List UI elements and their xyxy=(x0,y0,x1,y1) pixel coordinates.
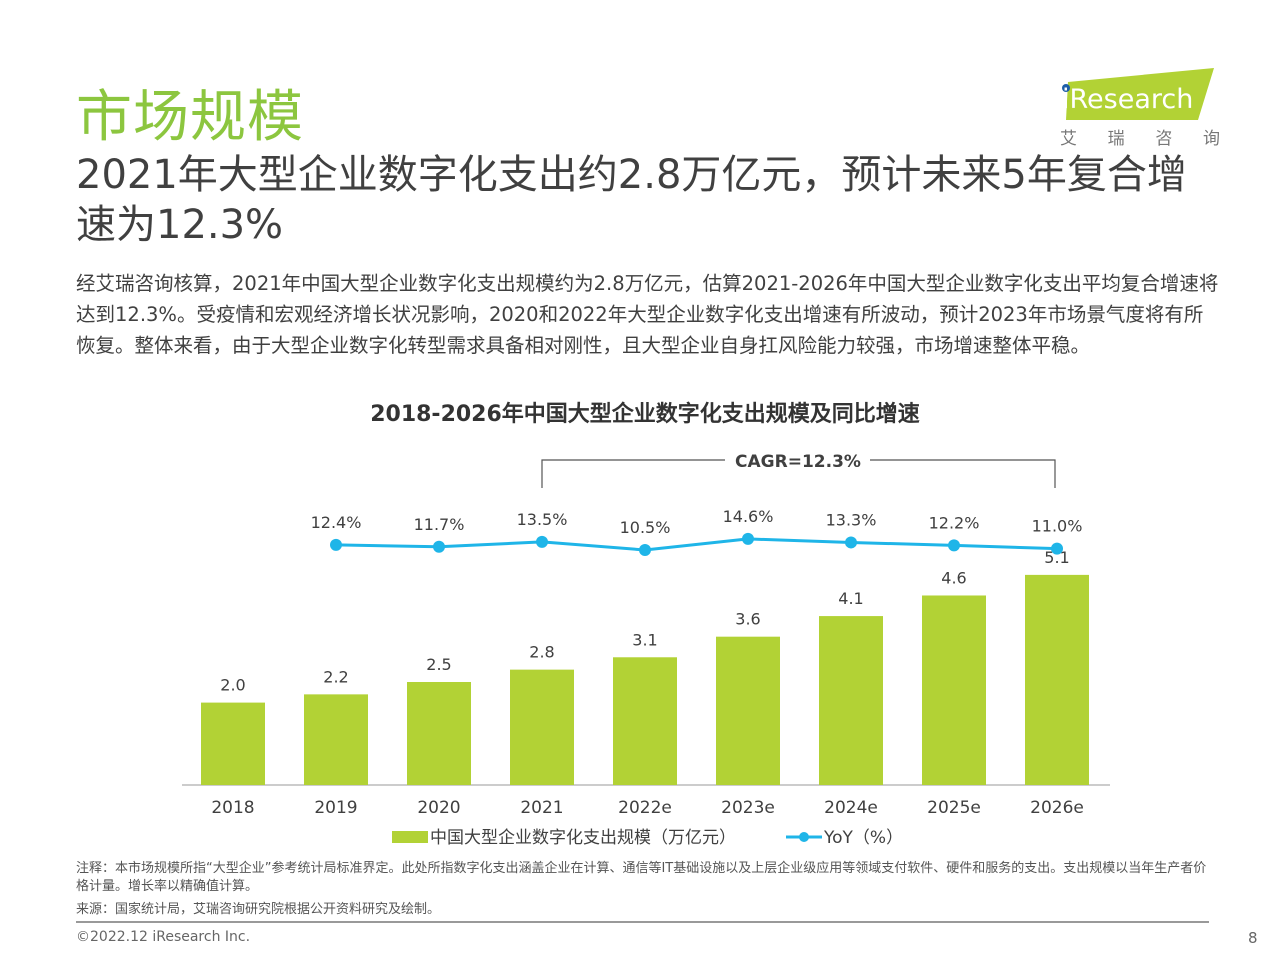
x-tick-label: 2024e xyxy=(824,798,878,818)
bar-label: 2.5 xyxy=(426,655,451,674)
page-number: 8 xyxy=(1248,929,1258,947)
headline: 2021年大型企业数字化支出约2.8万亿元，预计未来5年复合增速为12.3% xyxy=(76,152,1187,248)
bar-2020 xyxy=(407,682,471,785)
yoy-point xyxy=(845,536,857,549)
yoy-point xyxy=(330,538,342,551)
legend-line-marker xyxy=(799,832,809,842)
yoy-label: 12.2% xyxy=(929,513,980,532)
svg-text:iResearch: iResearch xyxy=(1062,84,1193,115)
source-note: 来源：国家统计局，艾瑞咨询研究院根据公开资料研究及绘制。 xyxy=(76,902,441,917)
bar-2023e xyxy=(716,636,780,785)
section-title: 市场规模 xyxy=(76,85,304,150)
bar-2024e xyxy=(819,616,883,785)
yoy-point xyxy=(742,532,754,545)
yoy-label: 11.0% xyxy=(1032,517,1083,536)
legend-bar-swatch xyxy=(392,831,428,843)
x-tick-label: 2019 xyxy=(314,798,357,818)
yoy-label: 13.3% xyxy=(826,510,877,529)
bar-label: 3.1 xyxy=(632,630,657,649)
bar-2025e xyxy=(922,595,986,785)
cagr-bracket-left xyxy=(541,459,725,488)
divider xyxy=(76,921,1209,923)
logo-char: 询 xyxy=(1202,129,1220,149)
x-tick-label: 2018 xyxy=(211,798,254,818)
x-tick-label: 2026e xyxy=(1030,798,1084,818)
logo-char: 艾 xyxy=(1060,129,1077,149)
yoy-line xyxy=(335,537,1058,552)
chart-title: 2018-2026年中国大型企业数字化支出规模及同比增速 xyxy=(370,402,920,427)
yoy-point xyxy=(1051,542,1063,555)
yoy-point xyxy=(948,539,960,552)
x-tick-label: 2020 xyxy=(417,798,460,818)
iresearch-logo: iResearch xyxy=(1062,68,1214,120)
yoy-label: 11.7% xyxy=(414,515,465,534)
bar-2022e xyxy=(613,657,677,785)
yoy-label: 14.6% xyxy=(723,507,774,526)
x-tick-label: 2023e xyxy=(721,798,775,818)
footnote: 注释：本市场规模所指“大型企业”参考统计局标准界定。此处所指数字化支出涵盖企业在… xyxy=(76,861,1207,894)
logo-char: 瑞 xyxy=(1107,129,1125,149)
logo-char: 咨 xyxy=(1155,129,1173,149)
yoy-label: 13.5% xyxy=(517,510,568,529)
bar-label: 2.2 xyxy=(323,667,348,686)
cagr-annotation: CAGR=12.3% xyxy=(735,452,861,472)
bar-2026e xyxy=(1025,574,1089,785)
yoy-point xyxy=(639,544,651,556)
body-text: 经艾瑞咨询核算，2021年中国大型企业数字化支出规模约为2.8万亿元，估算202… xyxy=(76,272,1219,357)
cagr-bracket-right xyxy=(870,459,1056,488)
bar-label: 4.1 xyxy=(838,589,863,608)
bar-2021 xyxy=(510,669,574,785)
bar-2019 xyxy=(304,694,368,785)
chart: 2.0 2018 2.2 2019 2.5 2020 2.8 2021 3.1 2022e 3.6 2… xyxy=(182,452,1110,848)
legend-line-label: YoY（%） xyxy=(823,828,903,848)
bar-label: 5.1 xyxy=(1044,548,1069,567)
bar-label: 2.0 xyxy=(220,676,245,695)
bar-label: 3.6 xyxy=(735,610,760,629)
legend-bar-label: 中国大型企业数字化支出规模（万亿元） xyxy=(430,828,736,848)
copyright: ©2022.12 iResearch Inc. xyxy=(76,929,251,945)
bar-2018 xyxy=(201,702,265,785)
bar-label: 2.8 xyxy=(529,643,554,662)
x-tick-label: 2025e xyxy=(927,798,981,818)
yoy-point xyxy=(536,535,548,548)
yoy-point xyxy=(433,540,445,553)
yoy-label: 12.4% xyxy=(311,513,362,532)
bar-label: 4.6 xyxy=(941,568,966,587)
x-tick-label: 2021 xyxy=(520,798,563,818)
logo-subtitle: 艾 瑞 咨 询 xyxy=(1060,124,1220,149)
x-tick-label: 2022e xyxy=(618,798,672,818)
yoy-label: 10.5% xyxy=(620,518,671,537)
